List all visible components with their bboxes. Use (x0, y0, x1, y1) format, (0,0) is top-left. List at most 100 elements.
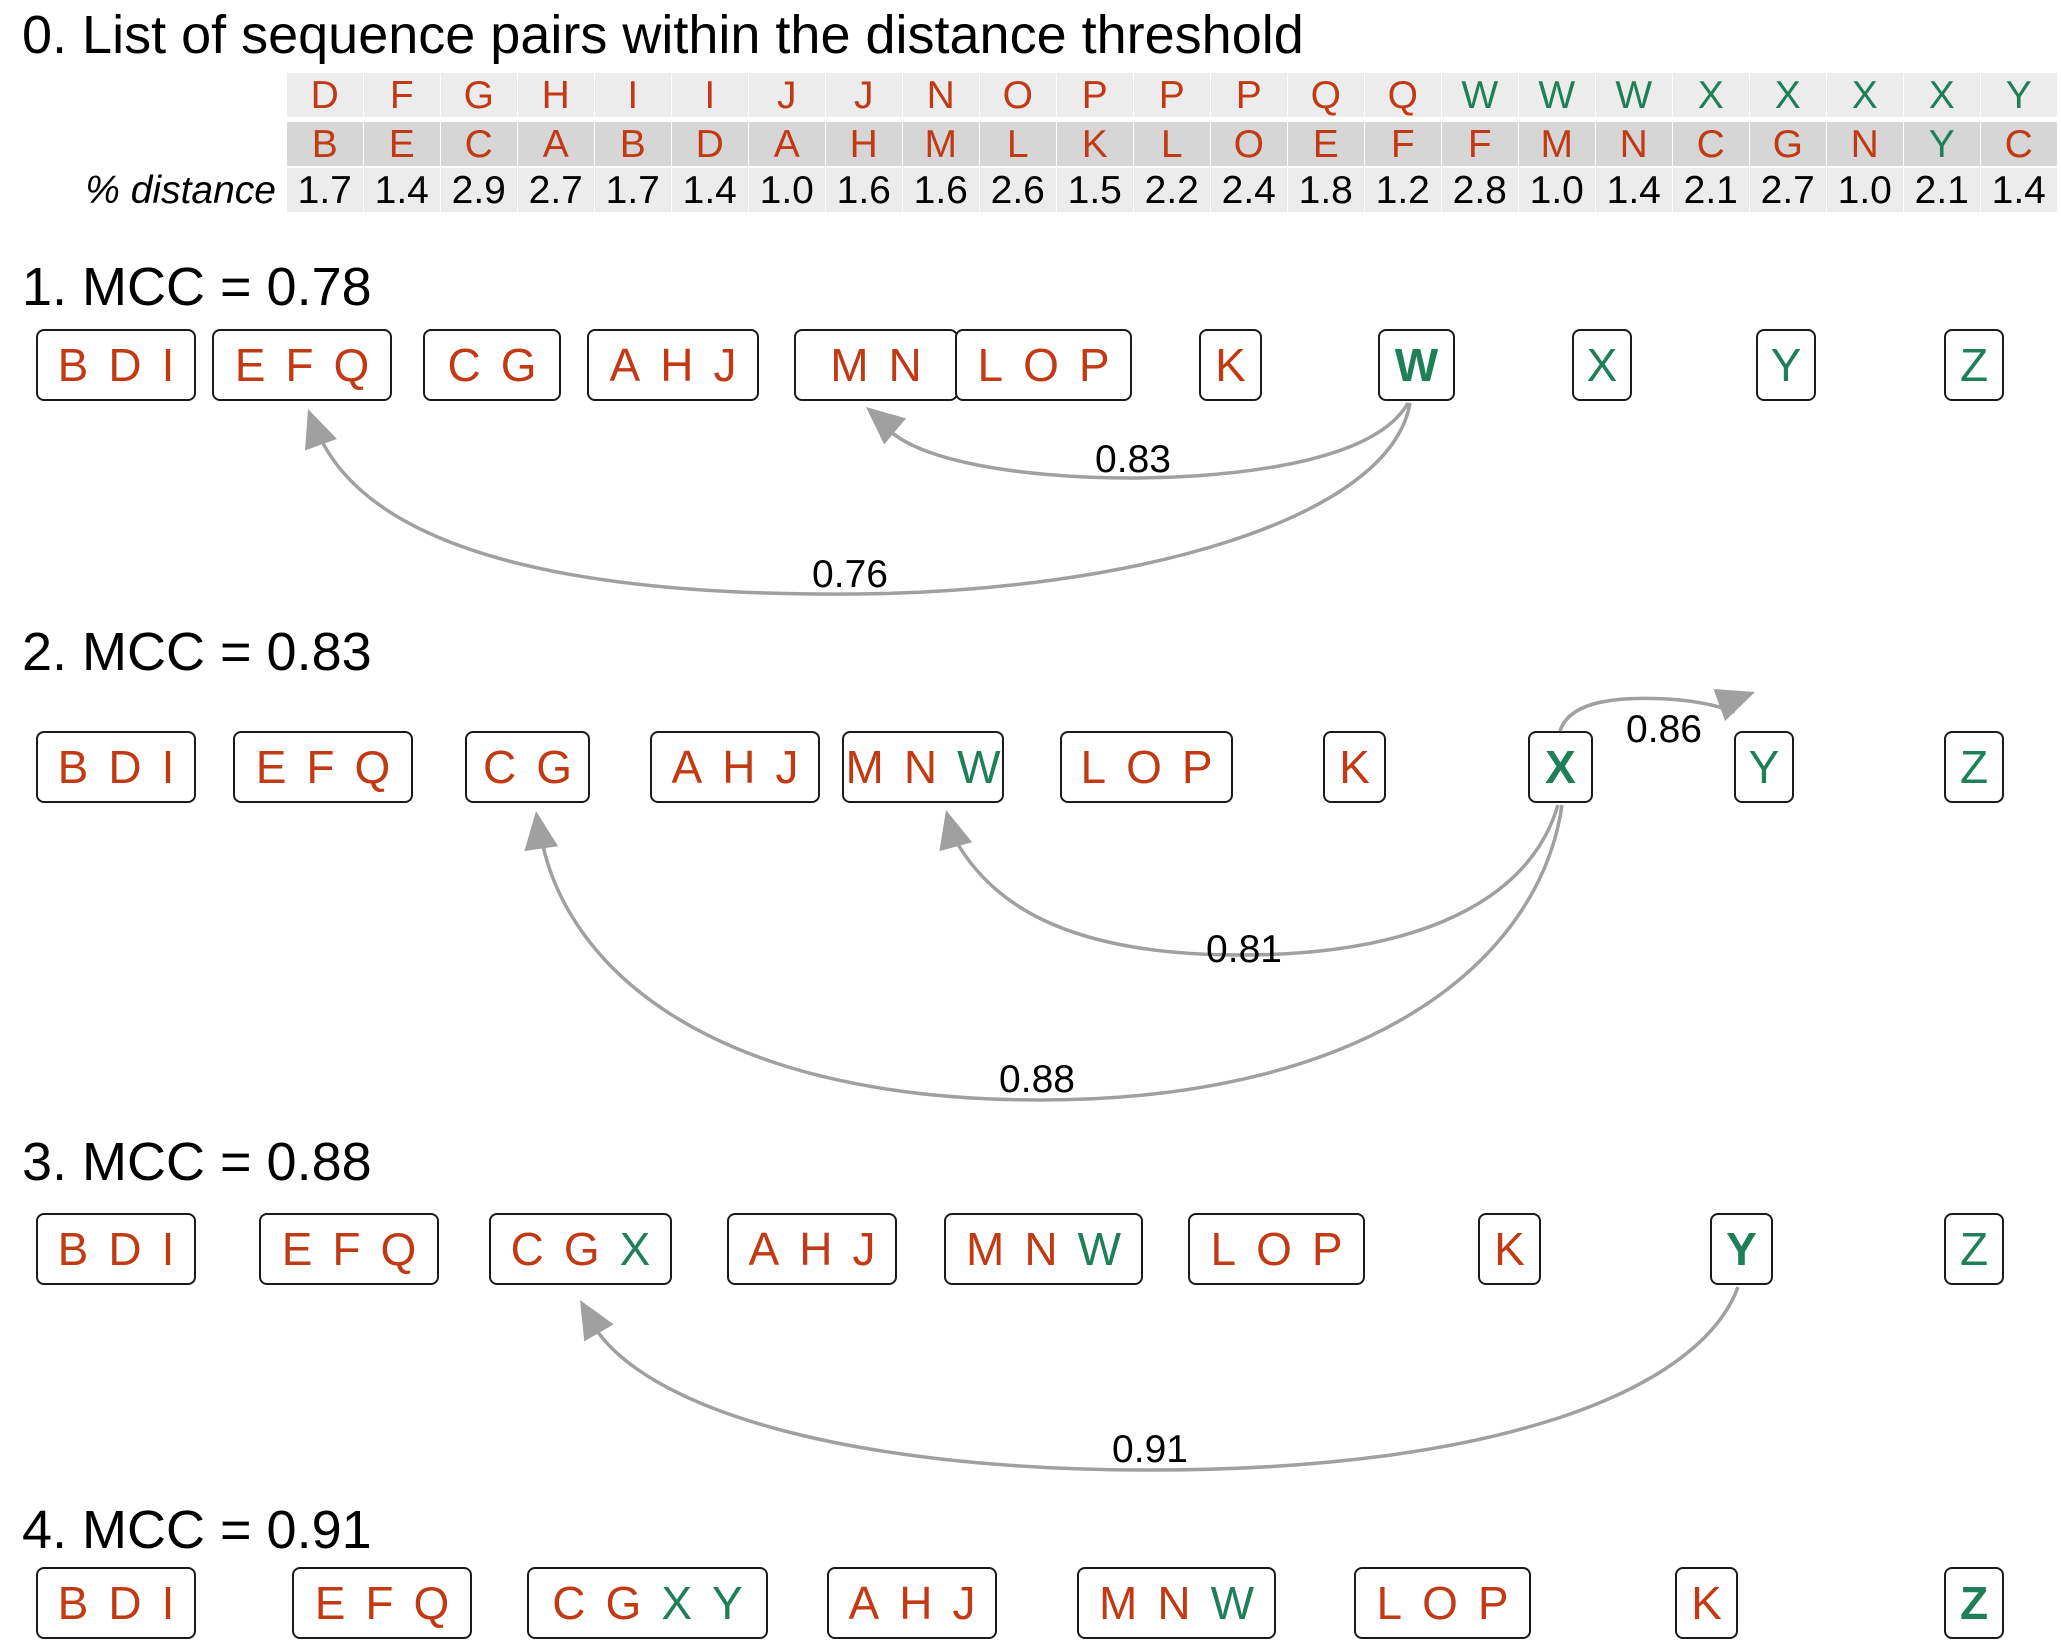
sequence-label: C (482, 741, 517, 793)
sequence-label: W (1210, 1577, 1254, 1629)
sequence-label: F (306, 741, 335, 793)
pair-first-seq: W (1596, 73, 1672, 117)
pair-distance: 1.4 (672, 168, 748, 212)
sequence-label: B (57, 741, 89, 793)
sequence-label: K (1215, 339, 1246, 391)
sequence-label: F (332, 1223, 361, 1275)
cluster-box: Z (1944, 1213, 2004, 1285)
sequence-label: Q (333, 339, 370, 391)
sequence-label: Y (712, 1577, 743, 1629)
sequence-label: O (1256, 1223, 1292, 1275)
sequence-label: C (552, 1577, 586, 1629)
focus-sequence-label: X (1545, 741, 1576, 793)
sequence-label: K (1494, 1223, 1525, 1275)
sequence-label: E (281, 1223, 313, 1275)
sequence-label: Z (1959, 741, 1989, 793)
pair-first-seq: Q (1288, 73, 1364, 117)
sequence-label: Q (380, 1223, 417, 1275)
sequence-label: B (57, 1223, 89, 1275)
pair-first-seq: D (287, 73, 363, 117)
merge-arrow (538, 804, 1564, 1102)
pair-second-seq: F (1365, 122, 1441, 166)
sequence-label: J (952, 1577, 976, 1629)
arrowhead (580, 1300, 614, 1342)
sequence-label: M (966, 1223, 1005, 1275)
distance-row-label: % distance (85, 168, 276, 212)
pair-distance: 1.5 (1057, 168, 1133, 212)
pair-first-seq: N (903, 73, 979, 117)
pair-distance: 2.2 (1134, 168, 1210, 212)
sequence-label: D (108, 339, 142, 391)
sequence-label: A (748, 1223, 780, 1275)
pair-second-seq: K (1057, 122, 1133, 166)
arrowhead (1713, 689, 1755, 721)
pair-second-seq: D (672, 122, 748, 166)
sequence-label: B (57, 339, 89, 391)
sequence-label: A (848, 1577, 880, 1629)
pair-first-seq: X (1750, 73, 1826, 117)
focus-sequence-label: W (1394, 339, 1439, 391)
sequence-label: E (314, 1577, 346, 1629)
pair-distance: 1.0 (1827, 168, 1903, 212)
sequence-label: I (161, 741, 175, 793)
sequence-label: I (161, 339, 175, 391)
sequence-label: A (671, 741, 703, 793)
sequence-label: M (830, 339, 869, 391)
sequence-label: E (255, 741, 287, 793)
sequence-label: D (108, 741, 142, 793)
sequence-label: Q (354, 741, 391, 793)
sequence-label: W (1077, 1223, 1121, 1275)
cluster-box: X (1572, 329, 1632, 401)
pair-distance: 2.1 (1904, 168, 1980, 212)
pair-distance: 2.6 (980, 168, 1056, 212)
cluster-box: Z (1944, 329, 2004, 401)
pair-first-seq: F (364, 73, 440, 117)
pair-distance: 1.0 (749, 168, 825, 212)
pairs-section-title: 0. List of sequence pairs within the dis… (22, 5, 1304, 65)
step-2-title: 2. MCC = 0.83 (22, 622, 372, 682)
sequence-label: O (1023, 339, 1059, 391)
sequence-label: G (500, 339, 537, 391)
pair-second-seq: A (749, 122, 825, 166)
pair-second-seq: C (1981, 122, 2057, 166)
sequence-label: J (713, 339, 737, 391)
cluster-box: Y (1734, 731, 1794, 803)
pair-distance: 1.6 (826, 168, 902, 212)
pair-second-seq: N (1596, 122, 1672, 166)
pair-first-seq: W (1442, 73, 1518, 117)
sequence-label: X (661, 1577, 692, 1629)
pair-second-seq: N (1827, 122, 1903, 166)
sequence-label: L (1080, 741, 1107, 793)
sequence-label: A (609, 339, 641, 391)
sequence-label: K (1691, 1577, 1722, 1629)
sequence-label: N (903, 741, 938, 793)
pair-distance: 2.9 (441, 168, 517, 212)
arc-score-label: 0.83 (1095, 438, 1171, 481)
sequence-label: E (234, 339, 266, 391)
sequence-label: P (1311, 1223, 1343, 1275)
pair-first-seq: G (441, 73, 517, 117)
arrowhead (939, 810, 973, 852)
cluster-box: K (1323, 731, 1386, 803)
sequence-label: H (899, 1577, 933, 1629)
cluster-box: Z (1944, 731, 2004, 803)
sequence-label: B (57, 1577, 89, 1629)
pair-distance: 1.4 (1981, 168, 2057, 212)
sequence-label: H (660, 339, 694, 391)
pair-distance: 2.8 (1442, 168, 1518, 212)
sequence-label: W (957, 741, 1001, 793)
pair-first-seq: O (980, 73, 1056, 117)
pair-first-seq: Y (1981, 73, 2057, 117)
